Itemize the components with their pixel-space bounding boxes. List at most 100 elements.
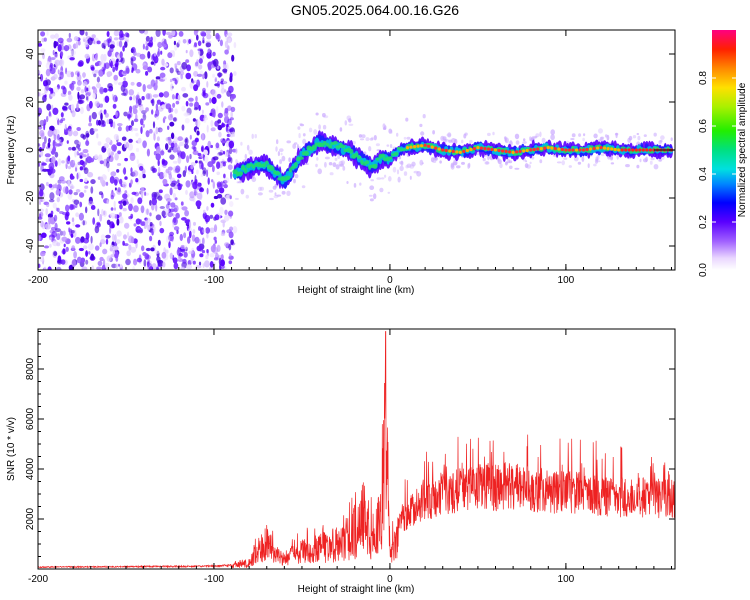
noise-speckle — [148, 39, 154, 48]
trace-peak — [539, 147, 543, 151]
y-tick-label: 6000 — [25, 407, 36, 430]
noise-speckle — [59, 59, 63, 65]
noise-speckle — [173, 136, 178, 144]
trace-peak — [627, 148, 631, 152]
noise-speckle — [124, 176, 128, 180]
noise-speckle — [229, 201, 234, 207]
snr-panel: -200 -100 0 100 2000 4000 6000 8000 Height of s… — [6, 328, 676, 595]
faint-speckle — [315, 163, 318, 168]
trace-blob — [462, 147, 468, 151]
noise-speckle — [194, 188, 197, 197]
noise-speckle — [74, 164, 78, 168]
faint-speckle — [369, 185, 375, 190]
noise-speckle — [175, 212, 180, 219]
noise-speckle — [182, 258, 187, 264]
noise-speckle — [217, 182, 222, 190]
noise-speckle — [109, 176, 115, 184]
faint-speckle — [316, 157, 319, 161]
faint-speckle — [342, 166, 346, 171]
faint-speckle — [550, 134, 555, 141]
faint-speckle — [240, 188, 245, 195]
noise-speckle — [139, 53, 146, 60]
noise-speckle — [130, 236, 135, 244]
faint-speckle — [389, 144, 393, 148]
trace-peak — [462, 149, 466, 153]
noise-speckle — [116, 41, 120, 47]
noise-speckle — [193, 221, 196, 226]
noise-speckle — [192, 260, 196, 265]
noise-speckle — [123, 111, 128, 117]
noise-speckle — [176, 173, 182, 179]
noise-speckle — [145, 107, 149, 112]
noise-speckle — [88, 251, 91, 255]
noise-speckle — [131, 191, 137, 195]
faint-speckle — [368, 194, 373, 197]
noise-speckle — [100, 234, 106, 240]
faint-speckle — [279, 148, 284, 153]
noise-speckle — [48, 183, 53, 188]
faint-speckle — [322, 124, 327, 130]
trace-peak — [634, 148, 638, 152]
noise-speckle — [224, 49, 229, 55]
trace-peak — [455, 150, 459, 154]
noise-speckle — [220, 232, 226, 237]
noise-speckle — [49, 192, 55, 201]
noise-speckle — [204, 155, 209, 163]
noise-speckle — [59, 230, 64, 236]
noise-speckle — [94, 245, 100, 251]
noise-speckle — [62, 86, 67, 95]
noise-speckle — [100, 238, 106, 245]
trace-peak — [423, 143, 427, 147]
faint-speckle — [277, 151, 280, 157]
faint-speckle — [515, 140, 520, 145]
colorbar-tick-label: 0.0 — [698, 263, 709, 277]
noise-speckle — [219, 39, 223, 47]
noise-speckle — [142, 173, 146, 179]
noise-speckle — [145, 93, 151, 100]
noise-speckle — [206, 169, 209, 178]
noise-speckle — [205, 102, 210, 106]
noise-speckle — [112, 121, 116, 129]
noise-speckle — [155, 109, 160, 117]
noise-speckle — [96, 40, 101, 45]
noise-speckle — [212, 51, 216, 57]
faint-speckle — [461, 139, 464, 144]
noise-speckle — [112, 233, 115, 242]
noise-speckle — [218, 131, 222, 138]
noise-speckle — [100, 53, 105, 62]
noise-speckle — [40, 232, 47, 239]
faint-speckle — [529, 136, 532, 141]
noise-speckle — [142, 123, 145, 128]
faint-speckle — [244, 153, 247, 160]
noise-speckle — [125, 258, 131, 266]
noise-speckle — [77, 72, 80, 77]
noise-speckle — [217, 72, 223, 78]
noise-speckle — [76, 103, 79, 111]
trace-blob — [311, 144, 317, 150]
faint-speckle — [419, 123, 423, 128]
noise-speckle — [222, 68, 228, 73]
faint-speckle — [598, 128, 603, 134]
noise-speckle — [53, 73, 58, 80]
noise-speckle — [116, 58, 119, 63]
noise-speckle — [80, 89, 85, 94]
faint-speckle — [348, 123, 354, 127]
noise-speckle — [74, 139, 80, 145]
faint-speckle — [595, 160, 601, 163]
noise-speckle — [157, 195, 163, 201]
noise-speckle — [79, 192, 85, 198]
noise-speckle — [54, 33, 59, 39]
noise-speckle — [214, 189, 219, 194]
noise-speckle — [75, 41, 79, 49]
noise-speckle — [132, 170, 139, 177]
trace-peak — [578, 148, 582, 152]
noise-speckle — [188, 97, 194, 102]
noise-speckle — [215, 252, 219, 260]
noise-speckle — [62, 230, 66, 237]
noise-speckle — [116, 169, 120, 173]
noise-speckle — [196, 130, 200, 136]
colorbar: 0.0 0.2 0.4 0.6 0.8 Normalized spectral ampl… — [698, 30, 748, 277]
noise-speckle — [110, 122, 113, 128]
noise-speckle — [189, 81, 193, 89]
noise-speckle — [138, 254, 142, 261]
